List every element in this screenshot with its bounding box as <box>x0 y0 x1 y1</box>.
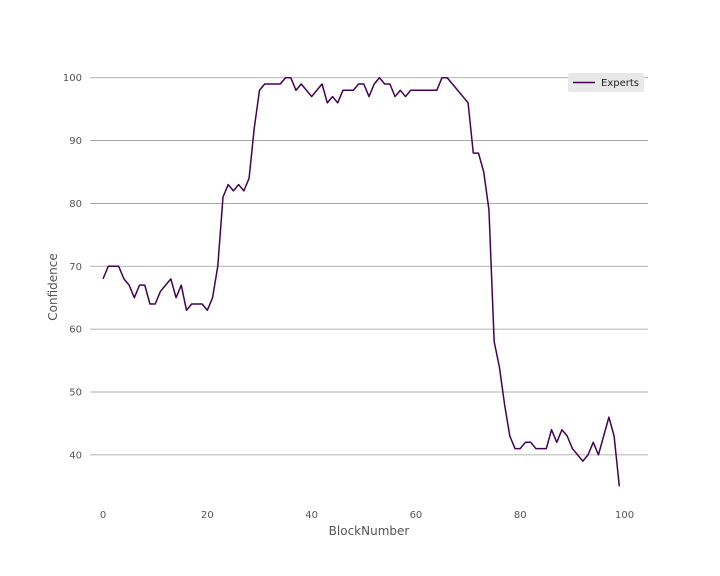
y-tick-label-100: 100 <box>63 73 82 84</box>
x-tick-label-0: 0 <box>100 510 106 521</box>
y-tick-label-60: 60 <box>69 325 82 336</box>
x-tick-label-100: 100 <box>615 510 634 521</box>
x-tick-label-80: 80 <box>514 510 527 521</box>
legend-label-experts: Experts <box>601 78 639 89</box>
x-tick-label-60: 60 <box>410 510 423 521</box>
series-line-experts <box>102 76 621 487</box>
legend: Experts <box>568 73 644 92</box>
y-tick-label-80: 80 <box>69 199 82 210</box>
x-tick-label-40: 40 <box>305 510 318 521</box>
legend-box <box>568 73 644 92</box>
x-tick-label-20: 20 <box>201 510 214 521</box>
y-tick-label-70: 70 <box>69 262 82 273</box>
y-tick-label-40: 40 <box>69 450 82 461</box>
gridlines <box>90 77 648 456</box>
y-tick-label-90: 90 <box>69 136 82 147</box>
x-tick-labels: 0 20 40 60 80 100 <box>100 510 634 521</box>
y-tick-label-50: 50 <box>69 388 82 399</box>
y-axis-label: Confidence <box>46 253 60 320</box>
x-axis-label: BlockNumber <box>329 524 410 538</box>
series-lines <box>102 76 621 487</box>
y-tick-labels: 40 50 60 70 80 90 100 <box>63 73 82 461</box>
